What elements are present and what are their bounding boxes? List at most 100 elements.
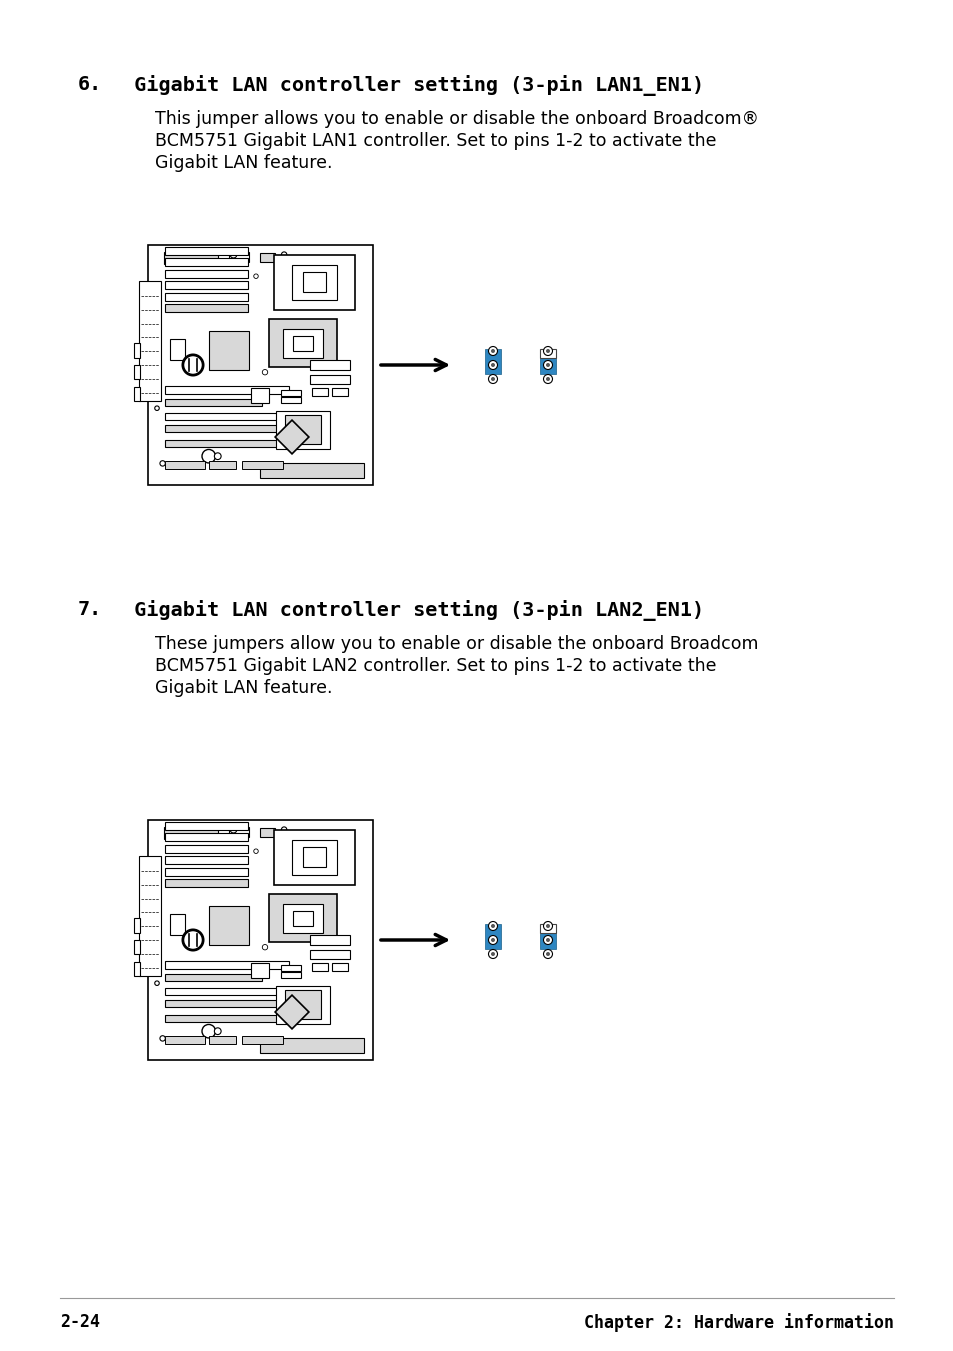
Bar (292, 265, 336, 300)
Bar (310, 935, 350, 944)
Circle shape (214, 1028, 221, 1035)
Polygon shape (274, 420, 309, 454)
Bar (285, 415, 321, 444)
Circle shape (543, 950, 552, 958)
Circle shape (262, 944, 268, 950)
Circle shape (545, 349, 550, 353)
Bar (164, 253, 217, 265)
Text: This jumper allows you to enable or disable the onboard Broadcom®: This jumper allows you to enable or disa… (154, 109, 759, 128)
Bar (285, 990, 321, 1019)
Bar (276, 986, 330, 1024)
Bar (242, 461, 283, 469)
Circle shape (202, 450, 215, 463)
Circle shape (543, 346, 552, 355)
Bar (165, 880, 248, 888)
Circle shape (214, 453, 221, 459)
Circle shape (491, 938, 495, 942)
Bar (280, 965, 301, 971)
Bar (333, 388, 348, 396)
Bar (539, 349, 556, 358)
Bar (165, 304, 248, 312)
Circle shape (160, 1036, 165, 1042)
Bar (252, 963, 269, 978)
Bar (312, 963, 328, 971)
Bar (283, 330, 323, 358)
Bar (274, 254, 355, 309)
Bar (209, 1036, 235, 1044)
Bar (164, 827, 217, 839)
Circle shape (262, 370, 268, 374)
Bar (165, 988, 289, 996)
Bar (242, 1036, 283, 1044)
Circle shape (491, 363, 495, 367)
Bar (165, 440, 289, 447)
Circle shape (545, 363, 550, 367)
Bar (134, 919, 140, 932)
Bar (269, 319, 336, 367)
Bar (165, 399, 261, 405)
Bar (260, 254, 274, 262)
Bar (229, 827, 249, 836)
Bar (165, 821, 248, 830)
Bar (165, 258, 248, 266)
Bar (293, 336, 313, 351)
Bar (310, 361, 350, 370)
Bar (484, 924, 500, 948)
Bar (274, 830, 355, 885)
Bar (165, 1036, 205, 1044)
Bar (134, 962, 140, 975)
Circle shape (491, 924, 495, 928)
Bar (165, 961, 289, 969)
Bar (134, 343, 140, 358)
Circle shape (491, 349, 495, 353)
Bar (280, 397, 301, 404)
Bar (171, 339, 185, 361)
Text: BCM5751 Gigabit LAN2 controller. Set to pins 1-2 to activate the: BCM5751 Gigabit LAN2 controller. Set to … (154, 657, 716, 676)
Text: BCM5751 Gigabit LAN1 controller. Set to pins 1-2 to activate the: BCM5751 Gigabit LAN1 controller. Set to … (154, 132, 716, 150)
Bar (303, 847, 326, 867)
Circle shape (154, 405, 159, 411)
Circle shape (230, 251, 236, 258)
Bar (260, 463, 364, 478)
Bar (260, 828, 274, 836)
Circle shape (545, 952, 550, 957)
Bar (280, 390, 301, 396)
Bar (539, 934, 556, 948)
Circle shape (488, 361, 497, 370)
Circle shape (545, 938, 550, 942)
Circle shape (491, 952, 495, 957)
Bar (171, 913, 185, 935)
Bar (252, 388, 269, 404)
Bar (165, 1015, 289, 1021)
Circle shape (543, 921, 552, 931)
Bar (484, 349, 500, 374)
Circle shape (543, 374, 552, 384)
Bar (280, 973, 301, 978)
Bar (229, 253, 249, 262)
Circle shape (543, 361, 552, 370)
Text: Gigabit LAN controller setting (3-pin LAN2_EN1): Gigabit LAN controller setting (3-pin LA… (110, 600, 703, 621)
Circle shape (488, 374, 497, 384)
Circle shape (281, 827, 287, 832)
Circle shape (488, 921, 497, 931)
Bar (165, 1001, 289, 1008)
Bar (165, 412, 289, 420)
Circle shape (154, 981, 159, 985)
Bar (260, 1039, 364, 1052)
Bar (165, 834, 248, 842)
Bar (303, 273, 326, 292)
Bar (312, 388, 328, 396)
Bar (165, 247, 248, 254)
Circle shape (202, 1024, 215, 1038)
Bar (283, 904, 323, 932)
Circle shape (253, 274, 258, 278)
Text: 6.: 6. (78, 76, 102, 95)
Bar (165, 461, 205, 469)
Text: Gigabit LAN feature.: Gigabit LAN feature. (154, 680, 333, 697)
Bar (165, 867, 248, 875)
Bar (310, 374, 350, 384)
Circle shape (183, 929, 203, 950)
Bar (165, 844, 248, 852)
Bar (148, 245, 373, 485)
Bar (139, 281, 161, 401)
